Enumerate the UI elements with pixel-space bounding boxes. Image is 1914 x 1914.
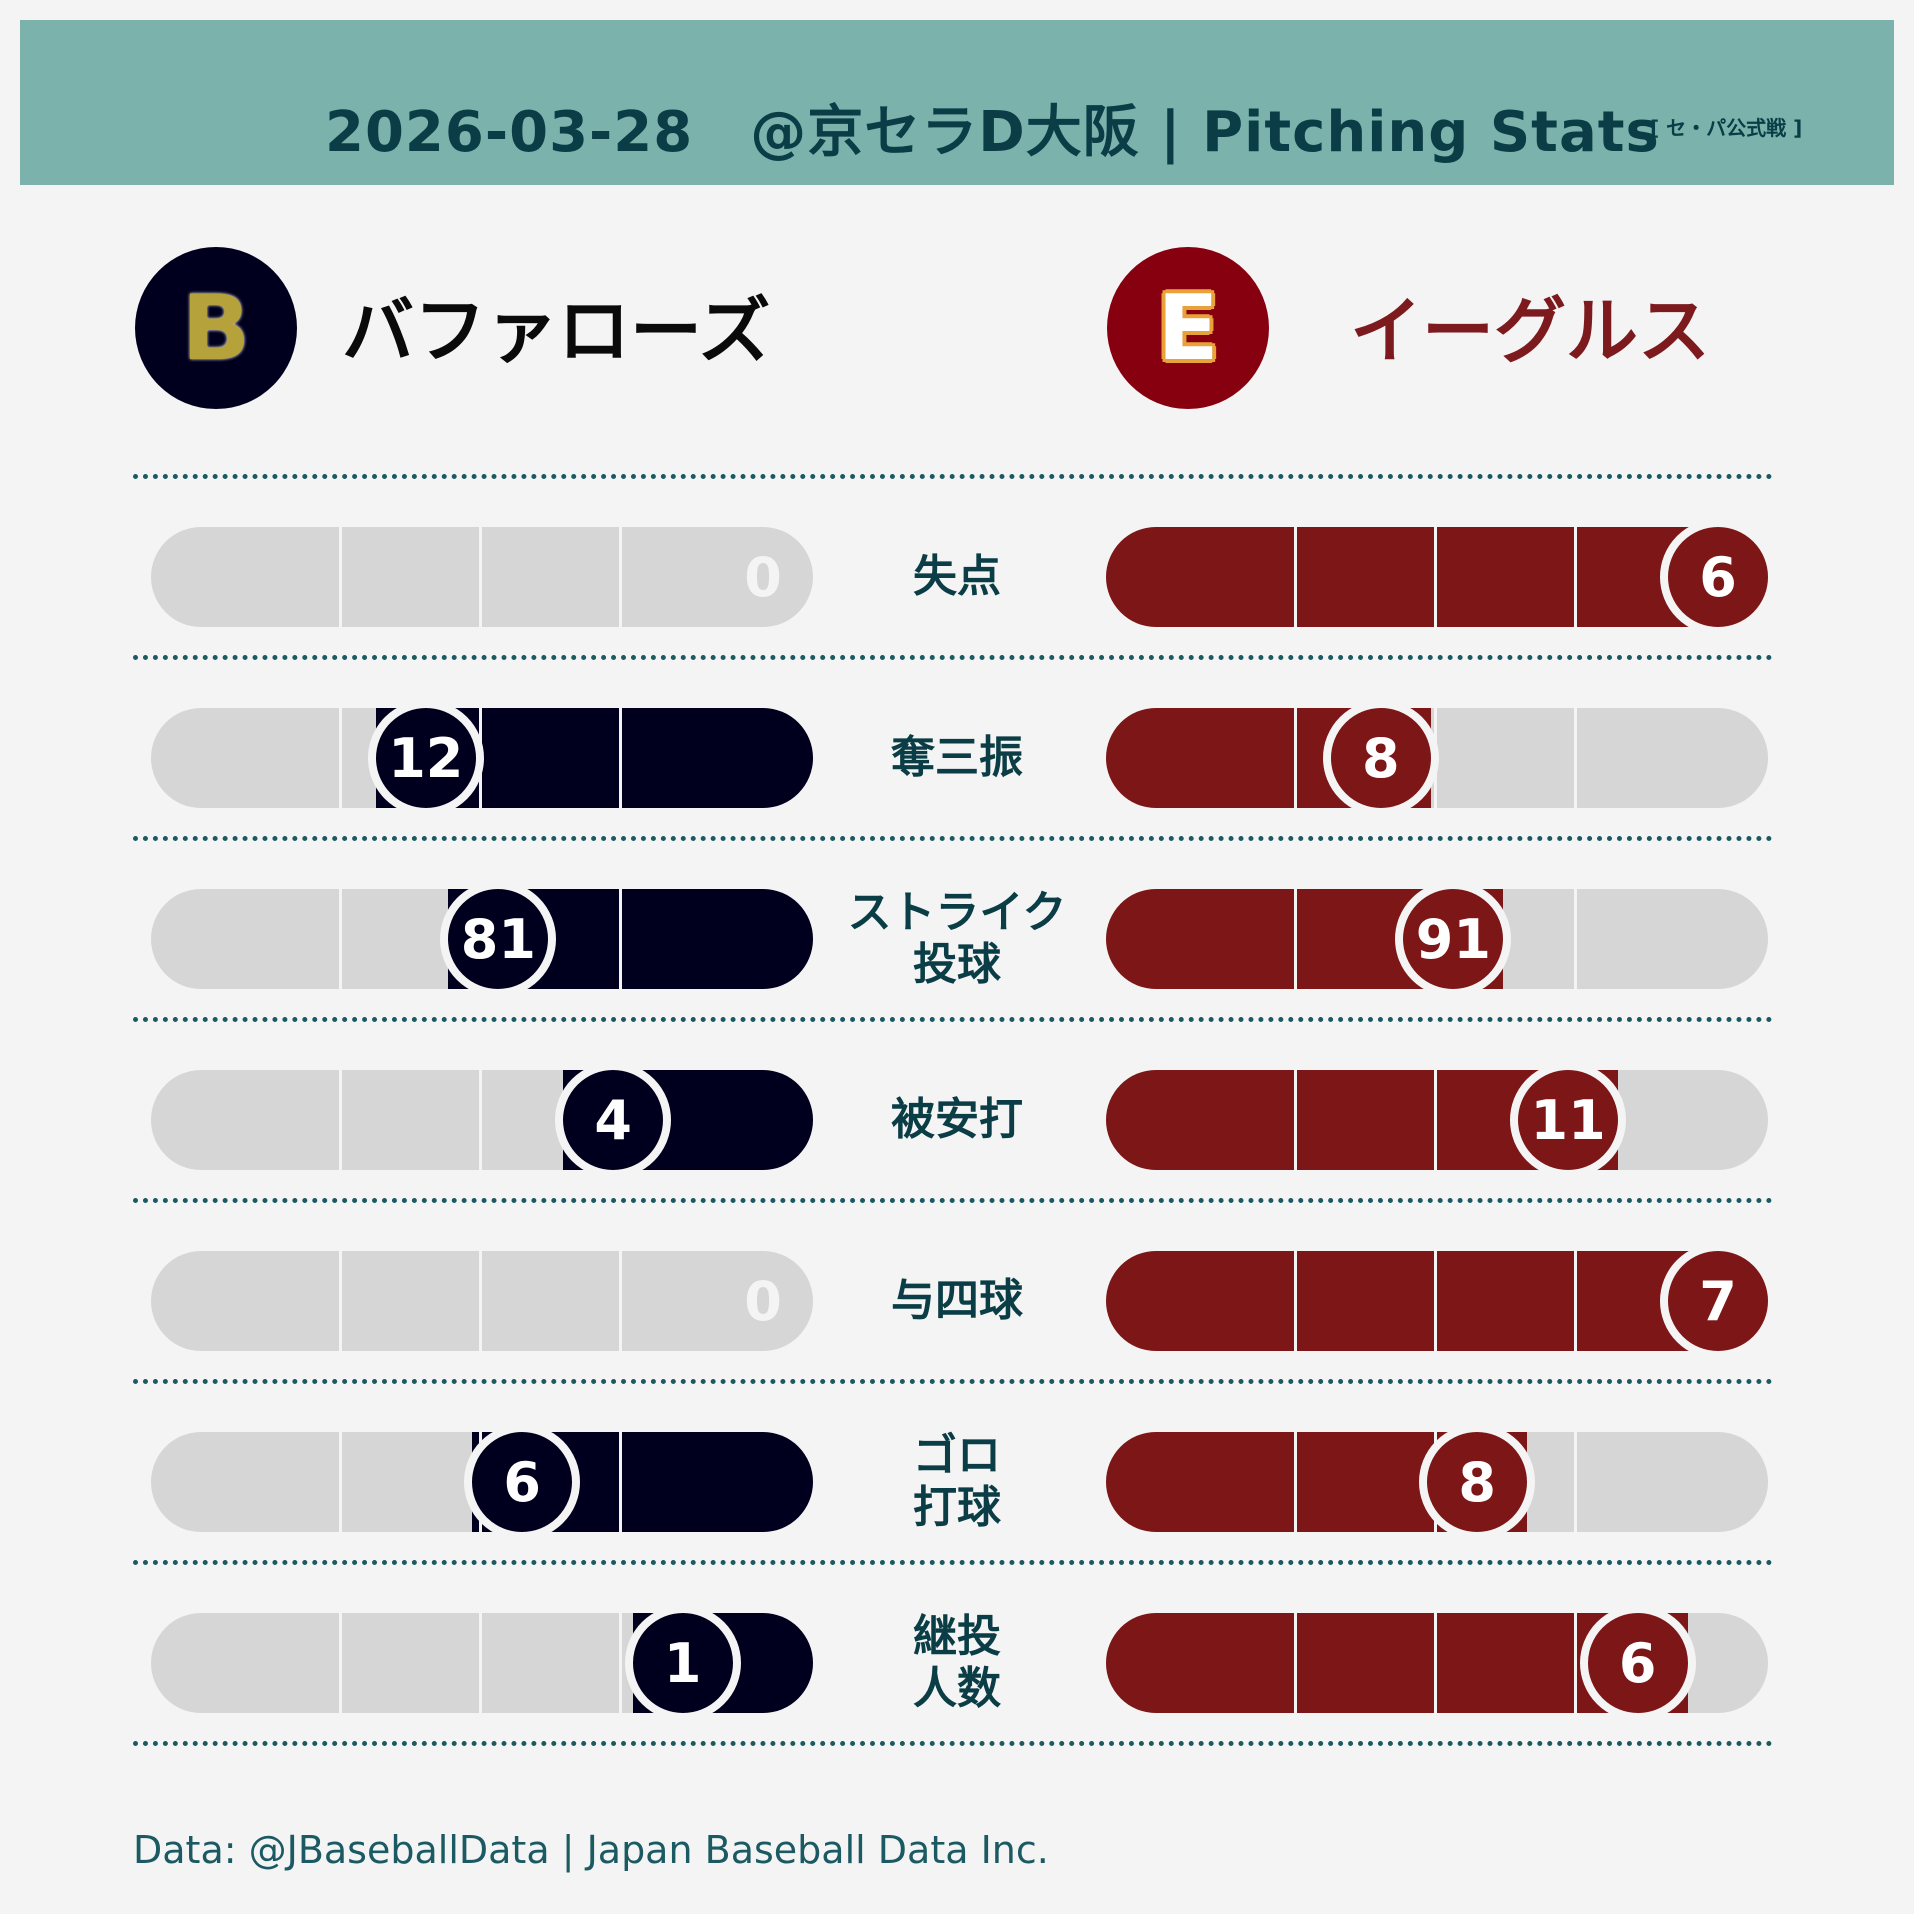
bar-segment-line — [339, 1613, 342, 1713]
bar-segment-line — [479, 527, 482, 627]
stat-label: 継投 人数 — [807, 1611, 1107, 1714]
value-badge-left: 6 — [464, 1424, 581, 1540]
bar-segment-line — [339, 1432, 342, 1532]
stat-label-line: 奪三振 — [891, 732, 1023, 783]
game-type-tag: [ セ・パ公式戦 ] — [1650, 116, 1803, 140]
buffaloes-logo-letter: B — [181, 275, 251, 381]
stat-row: 4 11 被安打 — [0, 1062, 1914, 1178]
value-badge-right: 6 — [1579, 1605, 1696, 1721]
value-badge-left: 12 — [367, 700, 484, 816]
dotted-divider — [133, 1560, 1773, 1565]
bar-segment-line — [339, 708, 342, 808]
value-badge-right: 91 — [1395, 881, 1512, 997]
bar-segment-line — [619, 527, 622, 627]
value-badge-right: 8 — [1419, 1424, 1536, 1540]
bar-segment-line — [1294, 1613, 1297, 1713]
bar-segment-line — [479, 1251, 482, 1351]
bar-segment-line — [1574, 1251, 1577, 1351]
stat-label: 失点 — [807, 527, 1107, 627]
bar-segment-line — [1294, 889, 1297, 989]
bar-segment-line — [619, 1432, 622, 1532]
dotted-divider — [133, 474, 1773, 479]
eagles-logo-letter: E — [1157, 275, 1219, 381]
bar-segment-line — [1434, 1613, 1437, 1713]
stat-label-line: 被安打 — [891, 1094, 1023, 1145]
dotted-divider — [133, 1379, 1773, 1384]
value-badge-left: 4 — [555, 1062, 672, 1178]
stat-label: 与四球 — [807, 1251, 1107, 1351]
bar-track-right — [1106, 1070, 1768, 1170]
bar-segment-line — [1294, 527, 1297, 627]
header-banner: 2026-03-28 @京セラD大阪 | Pitching Stats [ セ・… — [20, 20, 1894, 185]
dotted-divider — [133, 836, 1773, 841]
bar-fill-right — [1106, 1251, 1768, 1351]
stat-label: ゴロ 打球 — [807, 1430, 1107, 1533]
stat-row: 81 91 ストライク 投球 — [0, 881, 1914, 997]
bar-segment-line — [1434, 527, 1437, 627]
bar-segment-line — [1434, 1251, 1437, 1351]
bar-track-left — [151, 527, 813, 627]
bar-segment-line — [339, 1251, 342, 1351]
bar-segment-line — [619, 1251, 622, 1351]
eagles-logo: E — [1107, 247, 1269, 409]
value-badge-right: 7 — [1660, 1243, 1776, 1359]
stat-label: 被安打 — [807, 1070, 1107, 1170]
dotted-divider — [133, 1017, 1773, 1022]
bar-segment-line — [339, 1070, 342, 1170]
bar-segment-line — [1574, 1613, 1577, 1713]
bar-segment-line — [1434, 1070, 1437, 1170]
value-badge-right: 11 — [1510, 1062, 1627, 1178]
stat-row: 1 6 継投 人数 — [0, 1605, 1914, 1721]
bar-segment-line — [1294, 1070, 1297, 1170]
bar-segment-line — [1574, 708, 1577, 808]
bar-track-left — [151, 1070, 813, 1170]
stat-label-line: 打球 — [913, 1482, 1001, 1533]
buffaloes-logo: B — [135, 247, 297, 409]
bar-segment-line — [1294, 1251, 1297, 1351]
bar-segment-line — [619, 889, 622, 989]
stat-label-line: 投球 — [913, 939, 1001, 990]
bar-segment-line — [1574, 1432, 1577, 1532]
value-badge-left: 0 — [744, 1269, 782, 1333]
bar-segment-line — [479, 1613, 482, 1713]
bar-segment-line — [1294, 1432, 1297, 1532]
value-badge-right: 8 — [1322, 700, 1439, 816]
bar-segment-line — [1574, 527, 1577, 627]
bar-segment-line — [479, 1070, 482, 1170]
bar-fill-right — [1106, 527, 1768, 627]
stat-row: 12 8 奪三振 — [0, 700, 1914, 816]
value-badge-left: 0 — [744, 545, 782, 609]
dotted-divider — [133, 1741, 1773, 1746]
stat-label: ストライク 投球 — [807, 887, 1107, 990]
value-badge-right: 6 — [1660, 519, 1776, 635]
stat-row: 0 7 与四球 — [0, 1243, 1914, 1359]
stat-label: 奪三振 — [807, 708, 1107, 808]
data-source-credit: Data: @JBaseballData | Japan Baseball Da… — [133, 1828, 1049, 1872]
team-name-buffaloes: バファローズ — [342, 289, 771, 373]
dotted-divider — [133, 1198, 1773, 1203]
stat-row: 6 8 ゴロ 打球 — [0, 1424, 1914, 1540]
stat-row: 0 6 失点 — [0, 519, 1914, 635]
stat-label-line: ゴロ — [913, 1430, 1001, 1481]
dotted-divider — [133, 655, 1773, 660]
stat-label-line: 与四球 — [891, 1275, 1023, 1326]
page-title: 2026-03-28 @京セラD大阪 | Pitching Stats — [325, 100, 1660, 165]
stat-label-line: 継投 — [913, 1611, 1001, 1662]
value-badge-left: 81 — [440, 881, 557, 997]
stat-label-line: 失点 — [913, 551, 1001, 602]
bar-track-left — [151, 1251, 813, 1351]
bar-track-right — [1106, 527, 1768, 627]
team-name-eagles: イーグルス — [1350, 289, 1711, 373]
bar-segment-line — [619, 708, 622, 808]
bar-segment-line — [1294, 708, 1297, 808]
stat-label-line: ストライク — [847, 887, 1067, 938]
bar-segment-line — [339, 889, 342, 989]
stat-label-line: 人数 — [913, 1663, 1001, 1714]
bar-track-right — [1106, 1251, 1768, 1351]
bar-segment-line — [339, 527, 342, 627]
bar-segment-line — [1574, 889, 1577, 989]
value-badge-left: 1 — [624, 1605, 741, 1721]
bar-segment-line — [619, 1613, 622, 1713]
